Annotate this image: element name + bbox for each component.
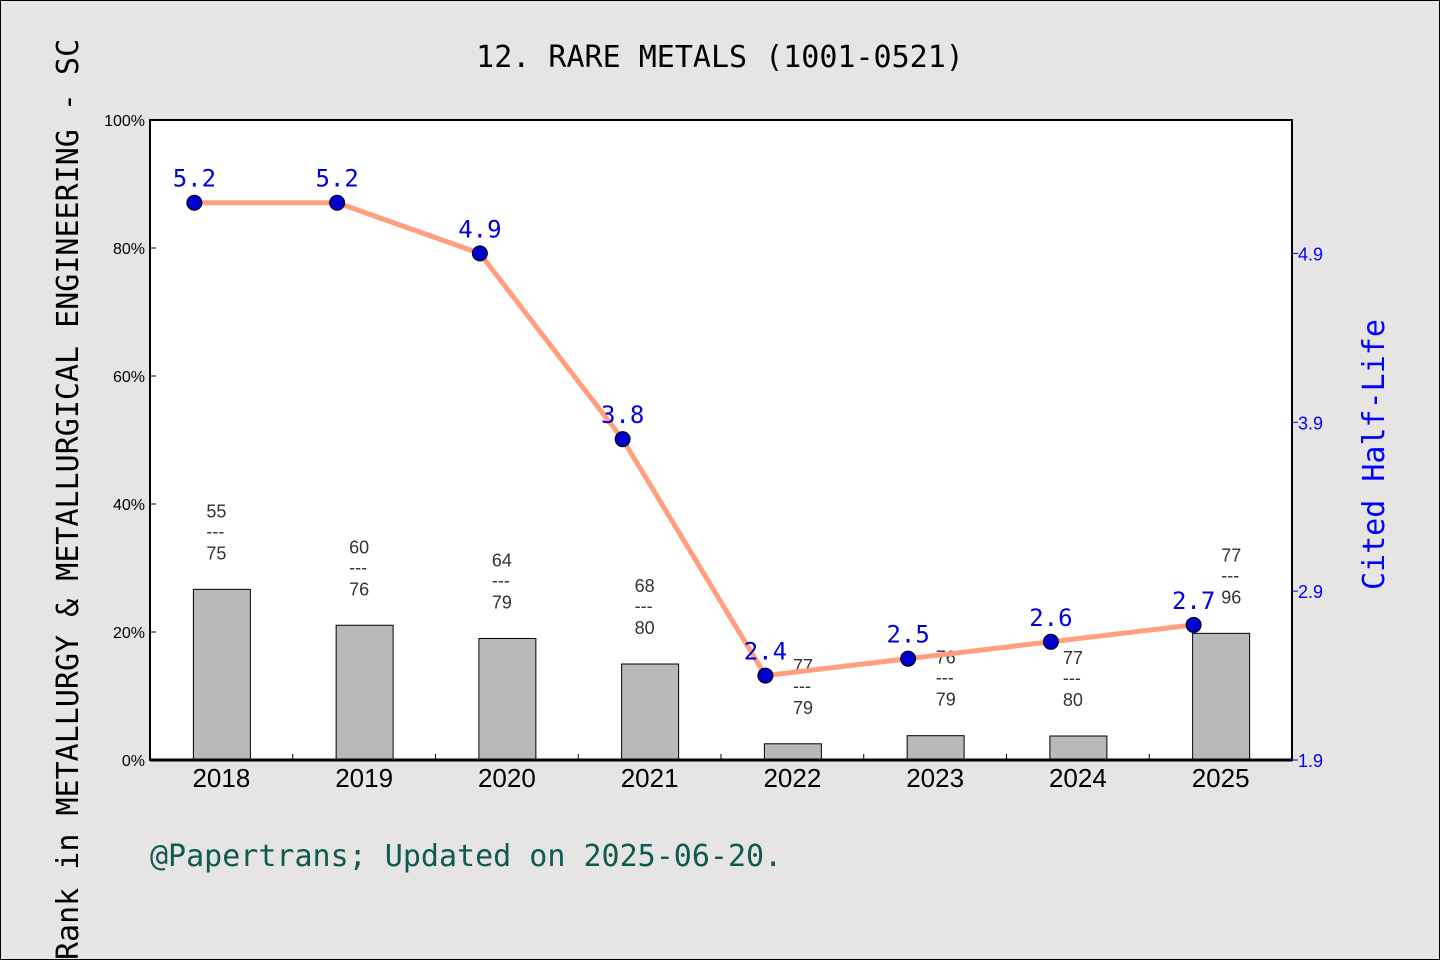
x-tick-label: 2019 (335, 763, 393, 793)
bar-fraction-divider: --- (1221, 565, 1239, 585)
bar-total-label: 79 (793, 698, 813, 718)
half-life-label: 2.6 (1029, 604, 1072, 632)
half-life-label: 4.9 (458, 215, 501, 243)
bar-rank-label: 60 (349, 537, 369, 557)
bar-fraction-label: 77--- 96 (1221, 545, 1241, 607)
chart-title: 12. RARE METALS (1001-0521) (476, 40, 964, 75)
bar-fraction-label: 64--- 79 (492, 550, 512, 612)
bar-rank-label: 77 (1221, 545, 1241, 565)
bar-fraction-label: 55--- 75 (206, 501, 226, 563)
x-tick-label: 2022 (763, 763, 821, 793)
half-life-marker-2019 (329, 194, 346, 211)
right-tick-label: 4.9 (1298, 244, 1323, 264)
x-tick-label: 2020 (478, 763, 536, 793)
x-tick-label: 2021 (621, 763, 679, 793)
x-tick-label: 2025 (1192, 763, 1250, 793)
bar-2023 (906, 735, 965, 761)
bar-rank-label: 76 (936, 648, 956, 668)
bar-fraction-label: 60--- 76 (349, 537, 369, 599)
bar-fraction-divider: --- (492, 570, 510, 590)
half-life-line (194, 200, 1194, 679)
bar-fraction-divider: --- (349, 557, 367, 577)
bar-rank-label: 68 (635, 576, 655, 596)
bar-total-label: 80 (1063, 690, 1083, 710)
bar-2025 (1192, 632, 1251, 761)
bar-fraction-divider: --- (1063, 668, 1081, 688)
half-life-marker-2022 (757, 667, 774, 684)
plot-area (149, 119, 1293, 761)
half-life-label: 5.2 (315, 165, 358, 193)
bar-2019 (335, 624, 394, 761)
bar-total-label: 75 (206, 543, 226, 563)
footer-credit: @Papertrans; Updated on 2025-06-20. (150, 839, 782, 874)
right-tick-label: 2.9 (1298, 582, 1323, 602)
bar-fraction-divider: --- (936, 668, 954, 688)
right-tick-label: 1.9 (1298, 751, 1323, 771)
bar-2024 (1049, 735, 1108, 761)
half-life-marker-2018 (186, 194, 203, 211)
half-life-label: 5.2 (173, 165, 216, 193)
half-life-label: 2.7 (1172, 587, 1215, 615)
left-axis-title: Rank in METALLURGY & METALLURGICAL ENGIN… (51, 39, 86, 960)
right-tick-label: 3.9 (1298, 413, 1323, 433)
left-tick-label: 40% (113, 497, 145, 514)
bar-total-label: 79 (936, 690, 956, 710)
bar-2022 (763, 743, 822, 761)
bar-rank-label: 55 (206, 501, 226, 521)
bar-rank-label: 77 (1063, 648, 1083, 668)
left-tick-label: 80% (113, 241, 145, 258)
half-life-label: 3.8 (601, 401, 644, 429)
bar-fraction-label: 77---79 (793, 656, 813, 718)
bar-2020 (478, 637, 537, 761)
bar-fraction-divider: --- (635, 596, 653, 616)
half-life-label: 2.4 (744, 638, 787, 666)
bar-2018 (192, 588, 251, 761)
x-tick-label: 2018 (192, 763, 250, 793)
bar-rank-label: 64 (492, 550, 512, 570)
left-tick-label: 60% (113, 369, 145, 386)
x-tick-label: 2023 (906, 763, 964, 793)
bar-2021 (621, 663, 680, 761)
bar-fraction-label: 77--- 80 (1063, 648, 1083, 710)
bar-fraction-label: 68--- 80 (635, 576, 655, 638)
bar-total-label: 79 (492, 592, 512, 612)
half-life-marker-2023 (900, 650, 917, 667)
half-life-marker-2024 (1042, 633, 1059, 650)
half-life-marker-2025 (1185, 616, 1202, 633)
bar-fraction-divider: --- (793, 676, 811, 696)
left-tick-label: 20% (113, 625, 145, 642)
bar-fraction-divider: --- (206, 521, 224, 541)
left-tick-label: 100% (104, 113, 145, 130)
bar-total-label: 76 (349, 579, 369, 599)
right-axis-title: Cited Half-Life (1357, 319, 1392, 590)
half-life-marker-2021 (614, 431, 631, 448)
x-tick-label: 2024 (1049, 763, 1107, 793)
bar-total-label: 96 (1221, 587, 1241, 607)
left-tick-label: 0% (122, 753, 145, 770)
half-life-label: 2.5 (886, 621, 929, 649)
bar-total-label: 80 (635, 618, 655, 638)
half-life-marker-2020 (471, 245, 488, 262)
